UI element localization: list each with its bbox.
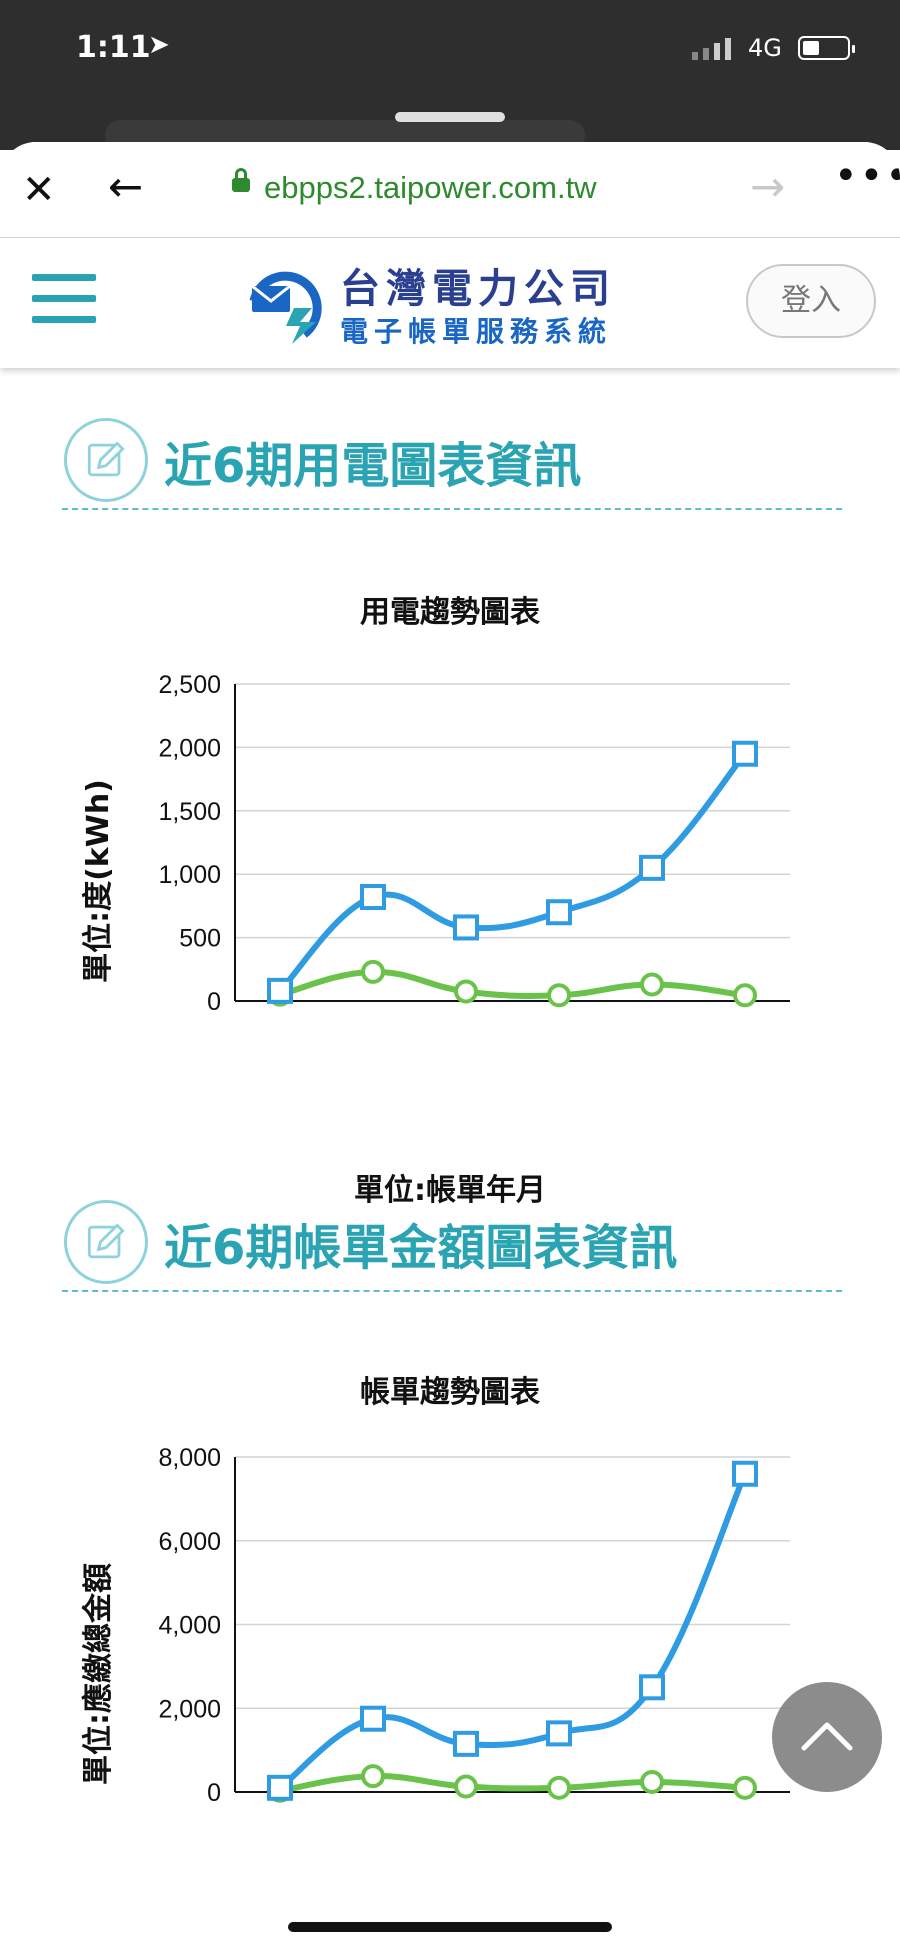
y-tick-label: 8,000 <box>158 1444 221 1472</box>
data-point[interactable] <box>639 854 665 881</box>
forward-arrow-icon[interactable]: → <box>750 162 786 211</box>
back-arrow-icon[interactable]: ← <box>108 162 144 211</box>
y-tick-label: 4,000 <box>158 1612 221 1640</box>
data-point[interactable] <box>360 1705 386 1732</box>
data-point[interactable] <box>546 1720 572 1747</box>
section-title: 近6期用電圖表資訊 <box>164 438 582 494</box>
data-point[interactable] <box>453 1730 479 1757</box>
data-point[interactable] <box>547 1775 571 1800</box>
series-line <box>277 1773 748 1794</box>
data-point[interactable] <box>547 983 571 1008</box>
billing-trend-chart: 02,0004,0006,0008,0001081010812109021090… <box>158 1444 790 1804</box>
data-point[interactable] <box>639 1674 665 1701</box>
data-point[interactable] <box>361 959 385 984</box>
y-tick-label: 0 <box>207 988 221 1012</box>
data-point[interactable] <box>546 899 572 926</box>
y-tick-label: 6,000 <box>158 1528 221 1556</box>
hamburger-menu-icon[interactable] <box>32 274 96 326</box>
chart-title-usage: 用電趨勢圖表 <box>360 595 540 630</box>
series-line <box>277 1470 748 1791</box>
y-tick-label: 1,000 <box>158 861 221 889</box>
data-point[interactable] <box>454 1774 478 1799</box>
logo-title: 台灣電力公司 <box>340 265 616 312</box>
section-header-usage: 近6期用電圖表資訊 <box>62 414 842 510</box>
section-title: 近6期帳單金額圖表資訊 <box>164 1220 678 1276</box>
y-tick-label: 2,000 <box>158 1695 221 1723</box>
taipower-logo-icon <box>249 271 322 344</box>
data-point[interactable] <box>732 740 758 767</box>
data-point[interactable] <box>267 1774 293 1801</box>
data-point[interactable] <box>454 979 478 1004</box>
chart-title-billing: 帳單趨勢圖表 <box>360 1375 540 1410</box>
data-point[interactable] <box>361 1764 385 1789</box>
usage-trend-chart: 05001,0001,5002,0002,5001081010812109021… <box>158 671 790 1012</box>
site-header: 台灣電力公司 電子帳單服務系統 登入 <box>0 238 900 368</box>
data-point[interactable] <box>360 884 386 911</box>
y-tick-label: 500 <box>179 925 221 953</box>
data-point[interactable] <box>640 1769 664 1794</box>
sheet-drag-handle[interactable] <box>395 112 505 122</box>
data-point[interactable] <box>267 977 293 1004</box>
status-time: 1:11 <box>76 30 151 65</box>
data-point[interactable] <box>732 1460 758 1487</box>
series-line <box>277 968 748 999</box>
chevron-up-icon <box>801 1722 853 1751</box>
data-point[interactable] <box>640 972 664 997</box>
home-indicator <box>288 1922 612 1932</box>
section-header-billing: 近6期帳單金額圖表資訊 <box>62 1196 842 1292</box>
chart-xlabel-usage: 單位:帳單年月 <box>354 1173 546 1208</box>
data-point[interactable] <box>453 914 479 941</box>
browser-toolbar: ✕ ← ebpps2.taipower.com.tw → ••• <box>0 142 900 238</box>
edit-icon <box>64 418 148 502</box>
scroll-to-top-button[interactable] <box>772 1682 882 1792</box>
y-tick-label: 1,500 <box>158 798 221 826</box>
lock-icon <box>232 168 250 192</box>
close-icon[interactable]: ✕ <box>22 167 56 213</box>
url-display[interactable]: ebpps2.taipower.com.tw <box>264 170 597 205</box>
cellular-signal-icon <box>692 36 731 60</box>
in-app-browser: ✕ ← ebpps2.taipower.com.tw → ••• 台灣電力公司 … <box>0 142 900 1948</box>
data-point[interactable] <box>733 1775 757 1800</box>
y-tick-label: 0 <box>207 1779 221 1804</box>
y-tick-label: 2,500 <box>158 671 221 699</box>
y-tick-label: 2,000 <box>158 734 221 762</box>
edit-icon <box>64 1200 148 1284</box>
battery-icon <box>798 36 855 60</box>
logo-subtitle: 電子帳單服務系統 <box>340 315 613 348</box>
data-point[interactable] <box>733 983 757 1008</box>
series-line <box>277 750 748 994</box>
location-arrow-icon: ➤ <box>148 30 170 60</box>
network-type: 4G <box>748 34 782 62</box>
more-options-icon[interactable]: ••• <box>834 153 900 199</box>
login-button[interactable]: 登入 <box>746 264 876 338</box>
